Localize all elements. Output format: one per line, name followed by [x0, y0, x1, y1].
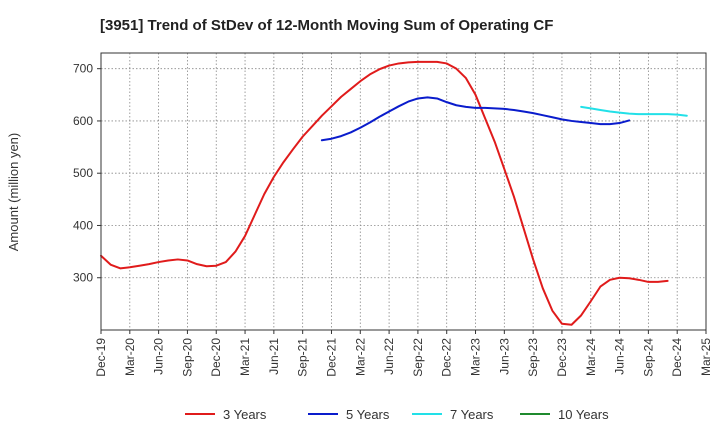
x-tick-label: Mar-22 [353, 338, 367, 376]
y-tick-label: 600 [73, 114, 93, 128]
x-tick-label: Sep-22 [411, 338, 425, 377]
plot-area-border [100, 52, 707, 331]
x-tick-label: Sep-21 [296, 338, 310, 377]
x-tick-label: Jun-21 [267, 338, 281, 375]
x-tick-label: Jun-23 [497, 338, 511, 375]
y-axis-label: Amount (million yen) [6, 133, 21, 252]
x-tick-label: Sep-23 [526, 338, 540, 377]
legend-label: 5 Years [346, 407, 390, 422]
x-tick-label: Mar-25 [699, 338, 713, 376]
x-tick-label: Dec-24 [670, 338, 684, 377]
series-line-5-years [320, 96, 631, 142]
y-tick-label: 300 [73, 271, 93, 285]
series-line-7-years [580, 105, 688, 117]
x-tick-label: Jun-20 [152, 338, 166, 375]
x-tick-label: Dec-21 [324, 338, 338, 377]
y-tick-label: 500 [73, 166, 93, 180]
legend-label: 10 Years [558, 407, 609, 422]
x-tick-label: Jun-22 [382, 338, 396, 375]
y-tick-label: 400 [73, 218, 93, 232]
x-tick-label: Dec-20 [209, 338, 223, 377]
legend: 3 Years 5 Years 7 Years 10 Years [185, 407, 609, 422]
x-tick-label: Sep-20 [180, 338, 194, 377]
x-tick-label: Dec-19 [94, 338, 108, 377]
legend-label: 3 Years [223, 407, 267, 422]
x-tick-label: Sep-24 [641, 338, 655, 377]
y-tick-label: 700 [73, 62, 93, 76]
legend-label: 7 Years [450, 407, 494, 422]
x-axis-ticks: Dec-19 Mar-20 Jun-20 Sep-20 Dec-20 Mar-21 Jun-… [94, 330, 713, 377]
grid [100, 53, 707, 330]
y-axis-ticks: 300 400 500 600 700 [73, 62, 101, 285]
x-tick-label: Mar-20 [123, 338, 137, 376]
series-line-3-years [100, 60, 669, 326]
x-tick-label: Mar-21 [238, 338, 252, 376]
x-tick-label: Mar-24 [584, 338, 598, 376]
x-tick-label: Mar-23 [469, 338, 483, 376]
chart-title: [3951] Trend of StDev of 12-Month Moving… [100, 17, 553, 34]
x-tick-label: Dec-22 [440, 338, 454, 377]
x-tick-label: Jun-24 [613, 338, 627, 375]
x-tick-label: Dec-23 [555, 338, 569, 377]
series-lines [100, 60, 688, 326]
